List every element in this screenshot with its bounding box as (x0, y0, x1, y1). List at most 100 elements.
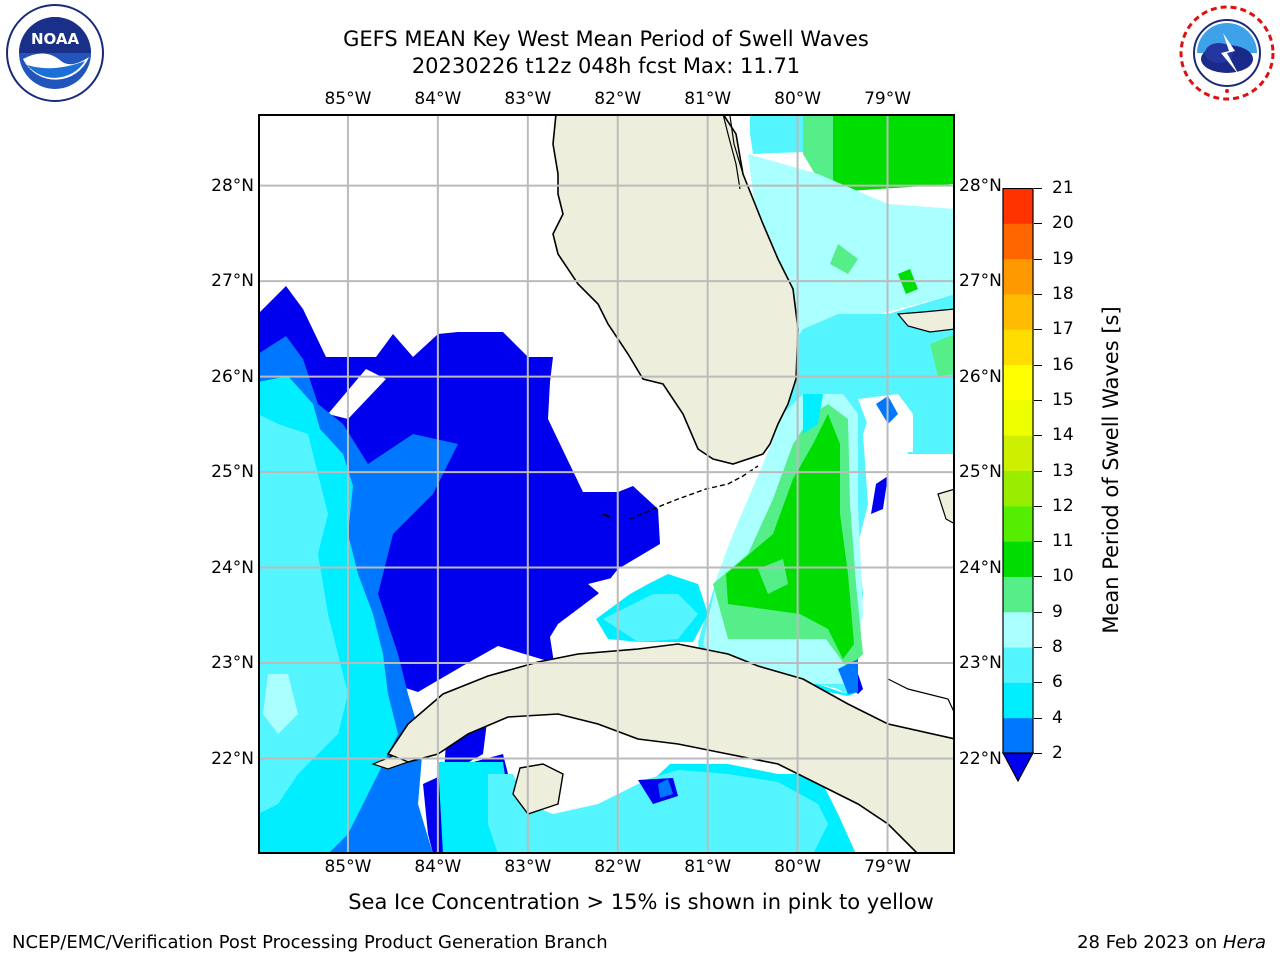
colorbar-tick-mark (1034, 329, 1042, 331)
colorbar-tick-mark (1034, 399, 1042, 401)
lat-label-left: 26°N (211, 366, 254, 387)
footer-left: NCEP/EMC/Verification Post Processing Pr… (12, 932, 608, 953)
colorbar-tick-label: 19 (1052, 248, 1074, 269)
lat-label-left: 25°N (211, 462, 254, 483)
colorbar-extend-triangle (1001, 752, 1035, 783)
colorbar-tick-label: 8 (1052, 637, 1063, 658)
lat-label-right: 28°N (959, 175, 1002, 196)
colorbar-tick-label: 16 (1052, 354, 1074, 375)
colorbar-segment (1003, 682, 1033, 719)
colorbar-bar (1001, 187, 1035, 783)
footer-date: 28 Feb 2023 on (1077, 932, 1223, 953)
lat-label-right: 23°N (959, 653, 1002, 674)
colorbar-tick-label: 9 (1052, 601, 1063, 622)
colorbar-segment (1003, 329, 1033, 366)
colorbar (1001, 187, 1035, 783)
colorbar-label: Mean Period of Swell Waves [s] (1099, 306, 1123, 634)
colorbar-tick-mark (1034, 753, 1042, 754)
colorbar-tick-label: 20 (1052, 213, 1074, 234)
lat-label-left: 22°N (211, 748, 254, 769)
colorbar-segment (1003, 399, 1033, 436)
chart-title: GEFS MEAN Key West Mean Period of Swell … (343, 27, 869, 51)
lon-label-top: 82°W (594, 89, 642, 109)
lon-label-top: 79°W (864, 89, 912, 109)
colorbar-tick-mark (1034, 223, 1042, 225)
graticule (258, 114, 955, 854)
colorbar-tick-mark (1034, 435, 1042, 437)
colorbar-segment (1003, 293, 1033, 330)
lat-label-left: 23°N (211, 653, 254, 674)
footer-right: 28 Feb 2023 on Hera (1077, 932, 1266, 953)
lat-label-right: 27°N (959, 271, 1002, 292)
colorbar-segment (1003, 364, 1033, 401)
colorbar-segment (1003, 647, 1033, 683)
noaa-logo: NOAA (5, 3, 105, 103)
lat-label-right: 24°N (959, 557, 1002, 578)
lon-label-bottom: 79°W (864, 857, 912, 877)
colorbar-segment (1003, 541, 1033, 577)
colorbar-segment (1003, 223, 1033, 260)
colorbar-segment (1003, 258, 1033, 295)
sea-ice-note: Sea Ice Concentration > 15% is shown in … (348, 890, 934, 914)
colorbar-tick-label: 4 (1052, 707, 1063, 728)
lon-label-top: 85°W (324, 89, 372, 109)
land-isle-of-youth (512, 763, 564, 815)
colorbar-tick-mark (1034, 576, 1042, 578)
map-panel (258, 114, 955, 854)
colorbar-tick-mark (1034, 611, 1042, 613)
map-frame (258, 114, 955, 854)
colorbar-tick-label: 21 (1052, 178, 1074, 198)
footer-machine: Hera (1222, 932, 1266, 953)
colorbar-tick-mark (1034, 647, 1042, 649)
colorbar-segment (1003, 576, 1033, 613)
land-bahamas (937, 488, 955, 525)
colorbar-tick-label: 12 (1052, 495, 1074, 516)
lon-label-bottom: 85°W (324, 857, 372, 877)
lon-label-top: 84°W (414, 89, 462, 109)
map-plot (258, 114, 955, 854)
colorbar-tick-label: 18 (1052, 283, 1074, 304)
swell-period-field (258, 114, 955, 854)
colorbar-tick-label: 6 (1052, 672, 1063, 693)
colorbar-tick-label: 10 (1052, 566, 1074, 587)
colorbar-tick-mark (1034, 505, 1042, 507)
colorbar-tick-label: 11 (1052, 531, 1074, 552)
chart-subtitle: 20230226 t12z 048h fcst Max: 11.71 (411, 54, 801, 78)
lat-label-left: 27°N (211, 271, 254, 292)
colorbar-tick-mark (1034, 682, 1042, 684)
lon-label-bottom: 80°W (774, 857, 822, 877)
lon-label-bottom: 82°W (594, 857, 642, 877)
colorbar-segment (1003, 188, 1033, 224)
colorbar-tick-mark (1034, 364, 1042, 366)
colorbar-tick-mark (1034, 717, 1042, 719)
lat-label-left: 24°N (211, 557, 254, 578)
colorbar-tick-label: 15 (1052, 389, 1074, 410)
colorbar-segment (1003, 435, 1033, 471)
lon-label-top: 83°W (504, 89, 552, 109)
florida-keys (629, 465, 759, 520)
colorbar-tick-mark (1034, 470, 1042, 472)
lon-label-bottom: 81°W (684, 857, 732, 877)
lon-label-top: 80°W (774, 89, 822, 109)
lon-label-top: 81°W (684, 89, 732, 109)
lat-label-left: 28°N (211, 175, 254, 196)
lat-label-right: 26°N (959, 366, 1002, 387)
colorbar-segment (1003, 611, 1033, 648)
nws-logo (1177, 3, 1277, 103)
colorbar-tick-label: 13 (1052, 460, 1074, 481)
lat-label-right: 22°N (959, 748, 1002, 769)
colorbar-tick-mark (1034, 541, 1042, 543)
lon-label-bottom: 84°W (414, 857, 462, 877)
colorbar-tick-label: 2 (1052, 743, 1063, 763)
colorbar-segment (1003, 505, 1033, 542)
colorbar-segment (1003, 717, 1033, 754)
colorbar-tick-mark (1034, 258, 1042, 260)
noaa-logo-text: NOAA (31, 30, 80, 48)
lat-label-right: 25°N (959, 462, 1002, 483)
colorbar-tick-mark (1034, 188, 1042, 189)
lon-label-bottom: 83°W (504, 857, 552, 877)
colorbar-tick-label: 14 (1052, 425, 1074, 446)
colorbar-tick-label: 17 (1052, 319, 1074, 340)
colorbar-segment (1003, 470, 1033, 507)
colorbar-tick-mark (1034, 293, 1042, 295)
